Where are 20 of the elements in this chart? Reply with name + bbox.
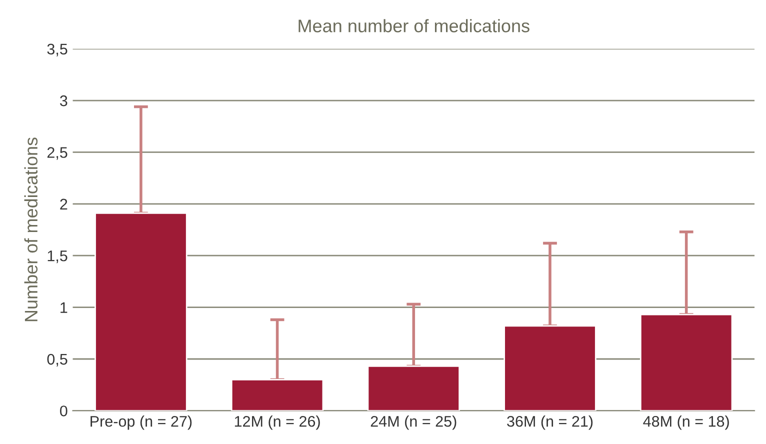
y-axis-title: Number of medications [24, 138, 38, 322]
bar [94, 212, 188, 411]
y-tick-label: 3 [60, 95, 68, 106]
chart-title: Mean number of medications [298, 19, 530, 32]
y-tick-label: 2 [60, 198, 68, 210]
y-tick-label: 1 [60, 302, 68, 313]
x-tick-label: 24M (n = 25) [370, 416, 456, 430]
y-tick-label: 0 [60, 406, 68, 416]
bar [640, 314, 733, 411]
bar [230, 378, 324, 411]
y-tick-label: 0,5 [47, 354, 68, 366]
x-tick-label: 48M (n = 18) [643, 416, 729, 430]
bar [367, 366, 460, 411]
x-tick-label: Pre-op (n = 27) [90, 416, 192, 430]
x-tick-label: 36M (n = 21) [507, 416, 593, 430]
y-tick-label: 2,5 [47, 147, 68, 160]
y-tick-label: 1,5 [48, 250, 68, 264]
y-tick-label: 3,5 [47, 44, 68, 56]
bar [504, 325, 596, 411]
x-tick-label: 12M (n = 26) [234, 416, 320, 430]
